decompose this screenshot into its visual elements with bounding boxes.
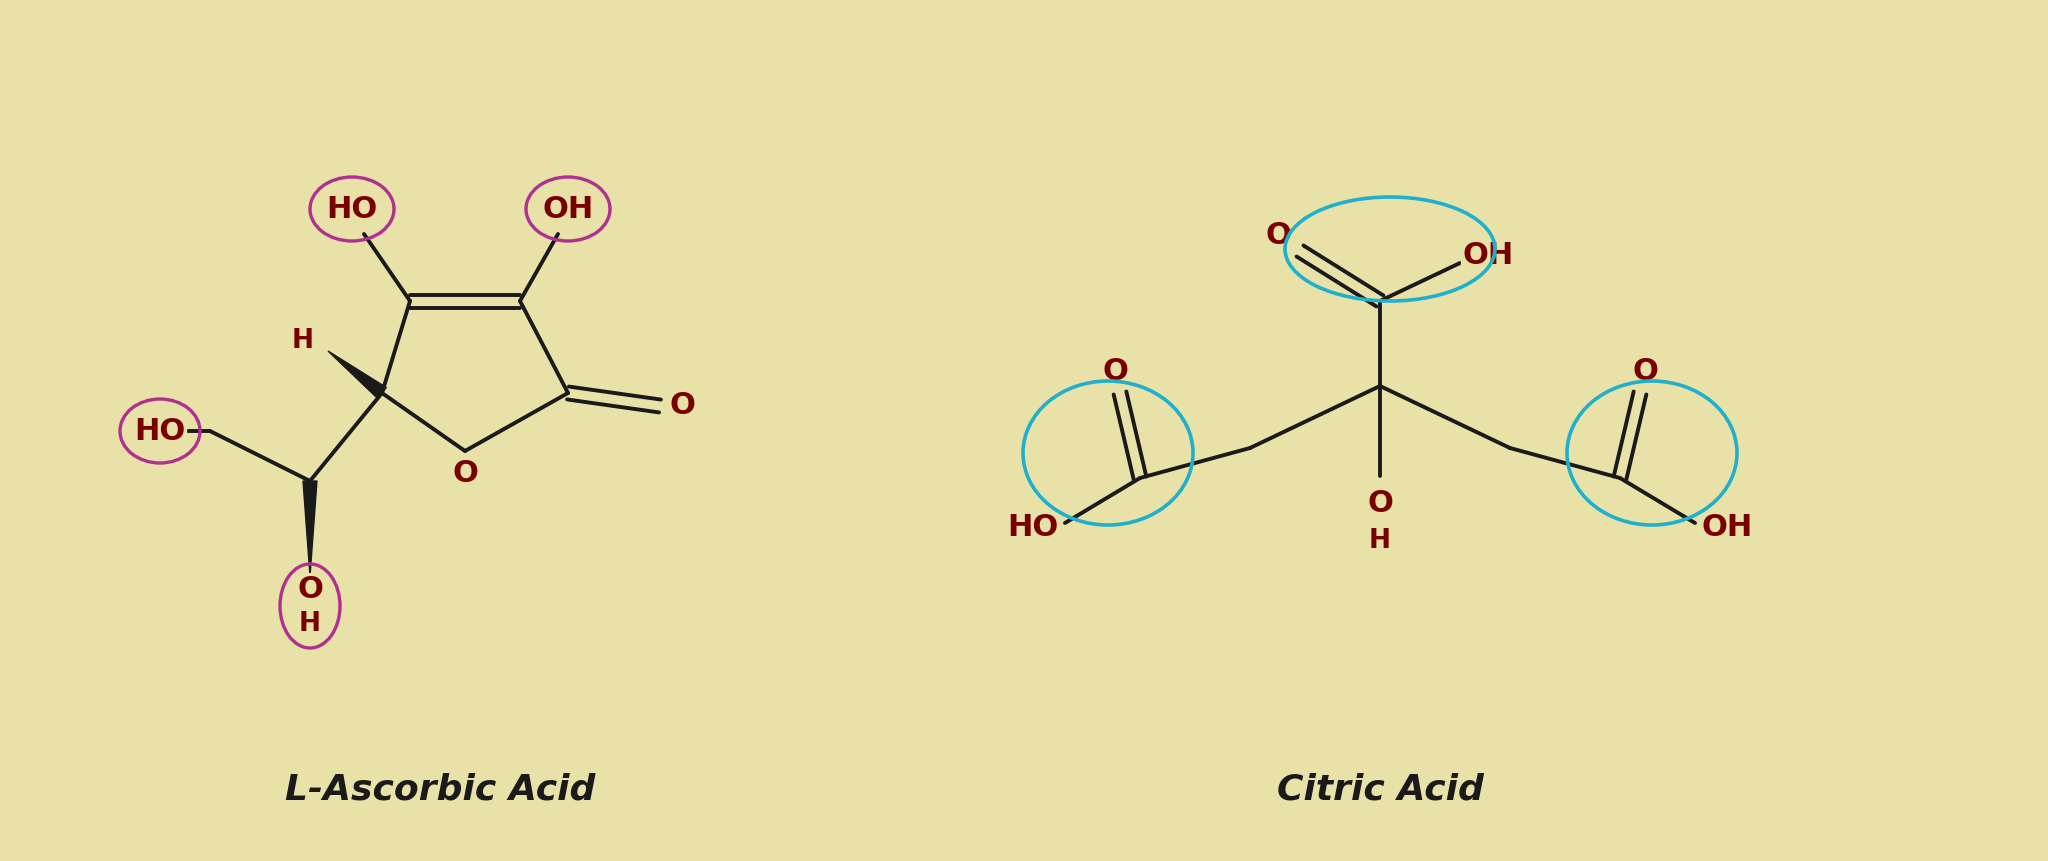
- Text: L-Ascorbic Acid: L-Ascorbic Acid: [285, 772, 596, 806]
- Text: O: O: [1102, 356, 1128, 386]
- Text: HO: HO: [326, 195, 377, 224]
- Text: OH: OH: [1702, 513, 1753, 542]
- Text: O: O: [297, 574, 324, 604]
- Text: O: O: [1266, 221, 1290, 251]
- Text: HO: HO: [135, 417, 186, 445]
- Text: O: O: [1368, 490, 1393, 518]
- Text: Citric Acid: Citric Acid: [1276, 772, 1483, 806]
- Text: O: O: [453, 459, 477, 487]
- Text: O: O: [670, 392, 694, 420]
- Text: OH: OH: [1462, 240, 1513, 269]
- Text: HO: HO: [1008, 513, 1059, 542]
- Text: H: H: [293, 328, 313, 354]
- Text: OH: OH: [543, 195, 594, 224]
- Text: H: H: [1368, 528, 1391, 554]
- Text: O: O: [1632, 356, 1659, 386]
- Polygon shape: [303, 481, 317, 576]
- Text: H: H: [299, 611, 322, 637]
- Polygon shape: [328, 351, 387, 399]
